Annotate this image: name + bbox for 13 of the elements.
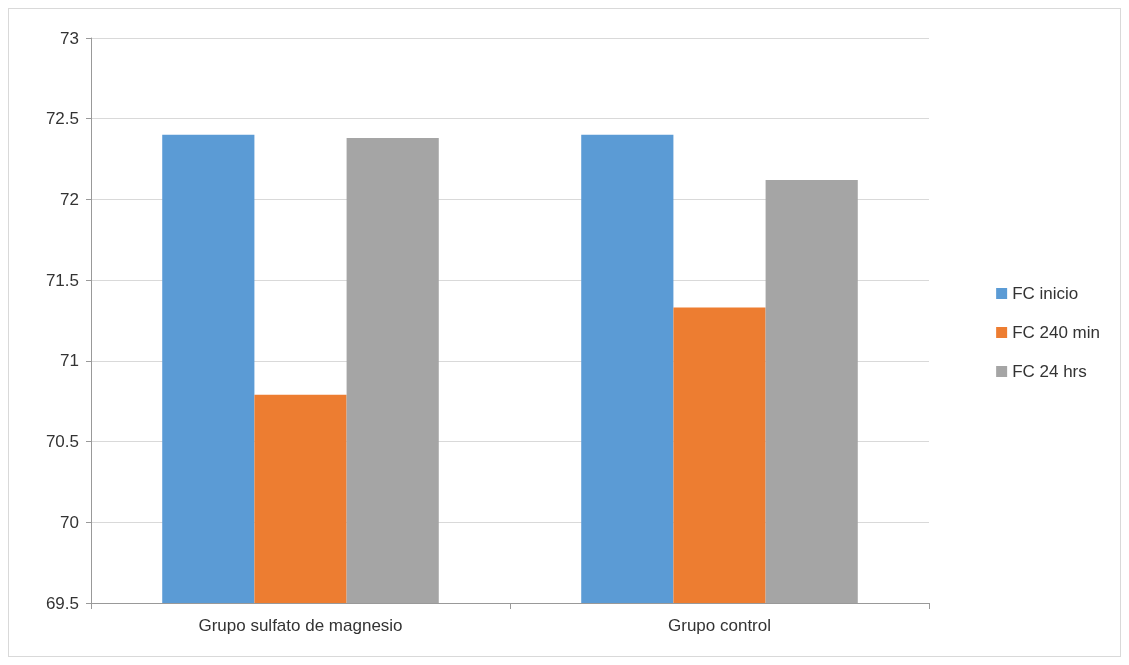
legend-label: FC 24 hrs — [1012, 362, 1087, 381]
y-tick-label: 73 — [60, 28, 79, 48]
y-tick-label: 71.5 — [45, 270, 79, 290]
x-tick-label: Grupo control — [668, 616, 771, 635]
x-tick-label: Grupo sulfato de magnesio — [198, 616, 403, 635]
y-tick-label: 71 — [60, 351, 79, 371]
y-tick-label: 69.5 — [45, 593, 79, 613]
legend-label: FC inicio — [1012, 284, 1079, 303]
y-tick-label: 70.5 — [45, 432, 79, 452]
legend-label: FC 240 min — [1012, 323, 1101, 342]
y-tick-label: 70 — [60, 512, 79, 532]
y-tick-label: 72 — [60, 189, 79, 209]
y-tick-label: 72.5 — [45, 109, 79, 129]
